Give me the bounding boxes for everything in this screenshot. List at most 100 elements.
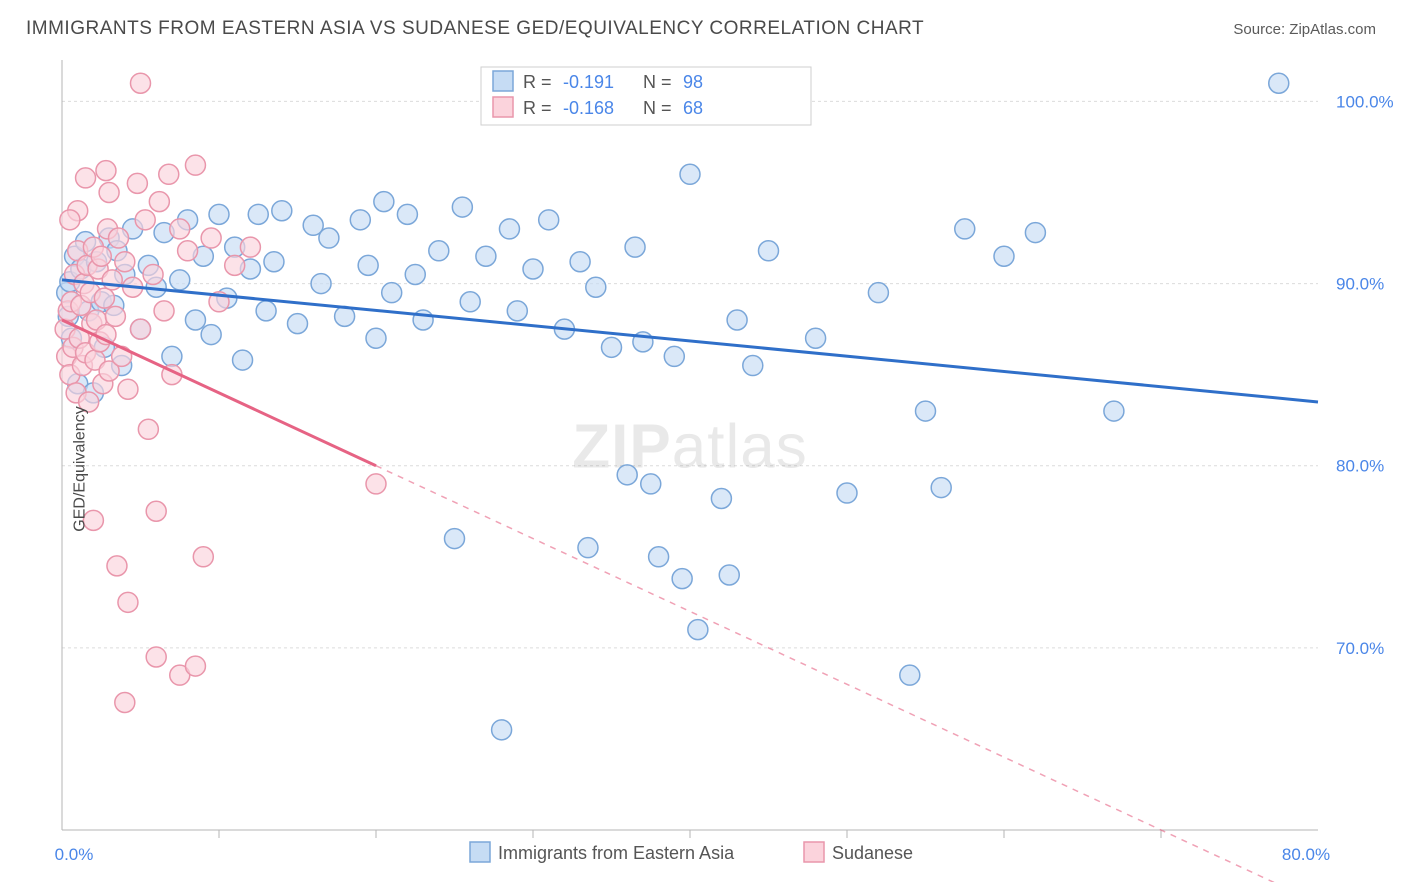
svg-text:80.0%: 80.0% bbox=[1282, 845, 1330, 864]
trend-line bbox=[62, 280, 1318, 402]
scatter-point bbox=[288, 314, 308, 334]
svg-text:N =: N = bbox=[643, 72, 672, 92]
scatter-point bbox=[672, 569, 692, 589]
scatter-point bbox=[641, 474, 661, 494]
scatter-point bbox=[492, 720, 512, 740]
scatter-point bbox=[649, 547, 669, 567]
scatter-point bbox=[916, 401, 936, 421]
scatter-point bbox=[1269, 73, 1289, 93]
scatter-point bbox=[499, 219, 519, 239]
scatter-point bbox=[931, 478, 951, 498]
scatter-point bbox=[374, 192, 394, 212]
scatter-point bbox=[405, 264, 425, 284]
scatter-point bbox=[366, 328, 386, 348]
scatter-point bbox=[138, 419, 158, 439]
scatter-point bbox=[135, 210, 155, 230]
scatter-point bbox=[107, 556, 127, 576]
scatter-point bbox=[476, 246, 496, 266]
trend-line-extrapolated bbox=[376, 466, 1318, 882]
scatter-point bbox=[711, 489, 731, 509]
scatter-point bbox=[115, 252, 135, 272]
scatter-point bbox=[185, 310, 205, 330]
scatter-point bbox=[727, 310, 747, 330]
scatter-point bbox=[460, 292, 480, 312]
scatter-point bbox=[105, 306, 125, 326]
scatter-point bbox=[806, 328, 826, 348]
scatter-point bbox=[264, 252, 284, 272]
scatter-point bbox=[143, 264, 163, 284]
scatter-point bbox=[994, 246, 1014, 266]
scatter-point bbox=[162, 346, 182, 366]
scatter-point bbox=[358, 255, 378, 275]
svg-text:70.0%: 70.0% bbox=[1336, 639, 1384, 658]
scatter-point bbox=[955, 219, 975, 239]
chart-title: IMMIGRANTS FROM EASTERN ASIA VS SUDANESE… bbox=[26, 18, 924, 40]
scatter-point bbox=[350, 210, 370, 230]
scatter-point bbox=[99, 183, 119, 203]
svg-text:100.0%: 100.0% bbox=[1336, 92, 1394, 111]
scatter-point bbox=[178, 241, 198, 261]
scatter-point bbox=[131, 73, 151, 93]
scatter-point bbox=[539, 210, 559, 230]
legend-swatch bbox=[493, 71, 513, 91]
svg-text:98: 98 bbox=[683, 72, 703, 92]
scatter-point bbox=[256, 301, 276, 321]
scatter-point bbox=[240, 237, 260, 257]
legend-label: Sudanese bbox=[832, 843, 913, 863]
scatter-point bbox=[429, 241, 449, 261]
scatter-point bbox=[170, 219, 190, 239]
scatter-point bbox=[311, 274, 331, 294]
scatter-point bbox=[1104, 401, 1124, 421]
scatter-point bbox=[625, 237, 645, 257]
scatter-point bbox=[719, 565, 739, 585]
scatter-point bbox=[617, 465, 637, 485]
scatter-point bbox=[91, 246, 111, 266]
svg-text:0.0%: 0.0% bbox=[55, 845, 94, 864]
scatter-point bbox=[452, 197, 472, 217]
scatter-point bbox=[146, 647, 166, 667]
scatter-point bbox=[570, 252, 590, 272]
scatter-point bbox=[272, 201, 292, 221]
scatter-point bbox=[96, 161, 116, 181]
scatter-point bbox=[664, 346, 684, 366]
scatter-point bbox=[118, 592, 138, 612]
scatter-point bbox=[185, 656, 205, 676]
scatter-point bbox=[578, 538, 598, 558]
scatter-point bbox=[233, 350, 253, 370]
chart-container: GED/Equivalency 70.0%80.0%90.0%100.0%0.0… bbox=[26, 55, 1394, 882]
svg-text:N =: N = bbox=[643, 98, 672, 118]
scatter-point bbox=[837, 483, 857, 503]
scatter-point bbox=[193, 547, 213, 567]
svg-text:ZIPatlas: ZIPatlas bbox=[572, 413, 807, 482]
legend-swatch bbox=[493, 97, 513, 117]
scatter-point bbox=[868, 283, 888, 303]
scatter-chart: 70.0%80.0%90.0%100.0%0.0%80.0%ZIPatlasR … bbox=[26, 55, 1394, 882]
scatter-point bbox=[382, 283, 402, 303]
scatter-point bbox=[76, 168, 96, 188]
scatter-point bbox=[397, 204, 417, 224]
scatter-point bbox=[60, 210, 80, 230]
scatter-point bbox=[759, 241, 779, 261]
scatter-point bbox=[586, 277, 606, 297]
scatter-point bbox=[201, 325, 221, 345]
scatter-point bbox=[201, 228, 221, 248]
scatter-point bbox=[1025, 223, 1045, 243]
source-link[interactable]: ZipAtlas.com bbox=[1289, 21, 1376, 38]
svg-text:90.0%: 90.0% bbox=[1336, 275, 1384, 294]
scatter-point bbox=[185, 155, 205, 175]
y-axis-label: GED/Equivalency bbox=[72, 406, 90, 531]
svg-text:-0.191: -0.191 bbox=[563, 72, 614, 92]
scatter-point bbox=[319, 228, 339, 248]
scatter-point bbox=[507, 301, 527, 321]
scatter-point bbox=[209, 204, 229, 224]
scatter-point bbox=[900, 665, 920, 685]
scatter-point bbox=[94, 288, 114, 308]
scatter-point bbox=[159, 164, 179, 184]
scatter-point bbox=[602, 337, 622, 357]
scatter-point bbox=[680, 164, 700, 184]
svg-text:R =: R = bbox=[523, 98, 552, 118]
chart-header: IMMIGRANTS FROM EASTERN ASIA VS SUDANESE… bbox=[0, 0, 1406, 50]
scatter-point bbox=[109, 228, 129, 248]
scatter-point bbox=[127, 173, 147, 193]
legend-label: Immigrants from Eastern Asia bbox=[498, 843, 735, 863]
